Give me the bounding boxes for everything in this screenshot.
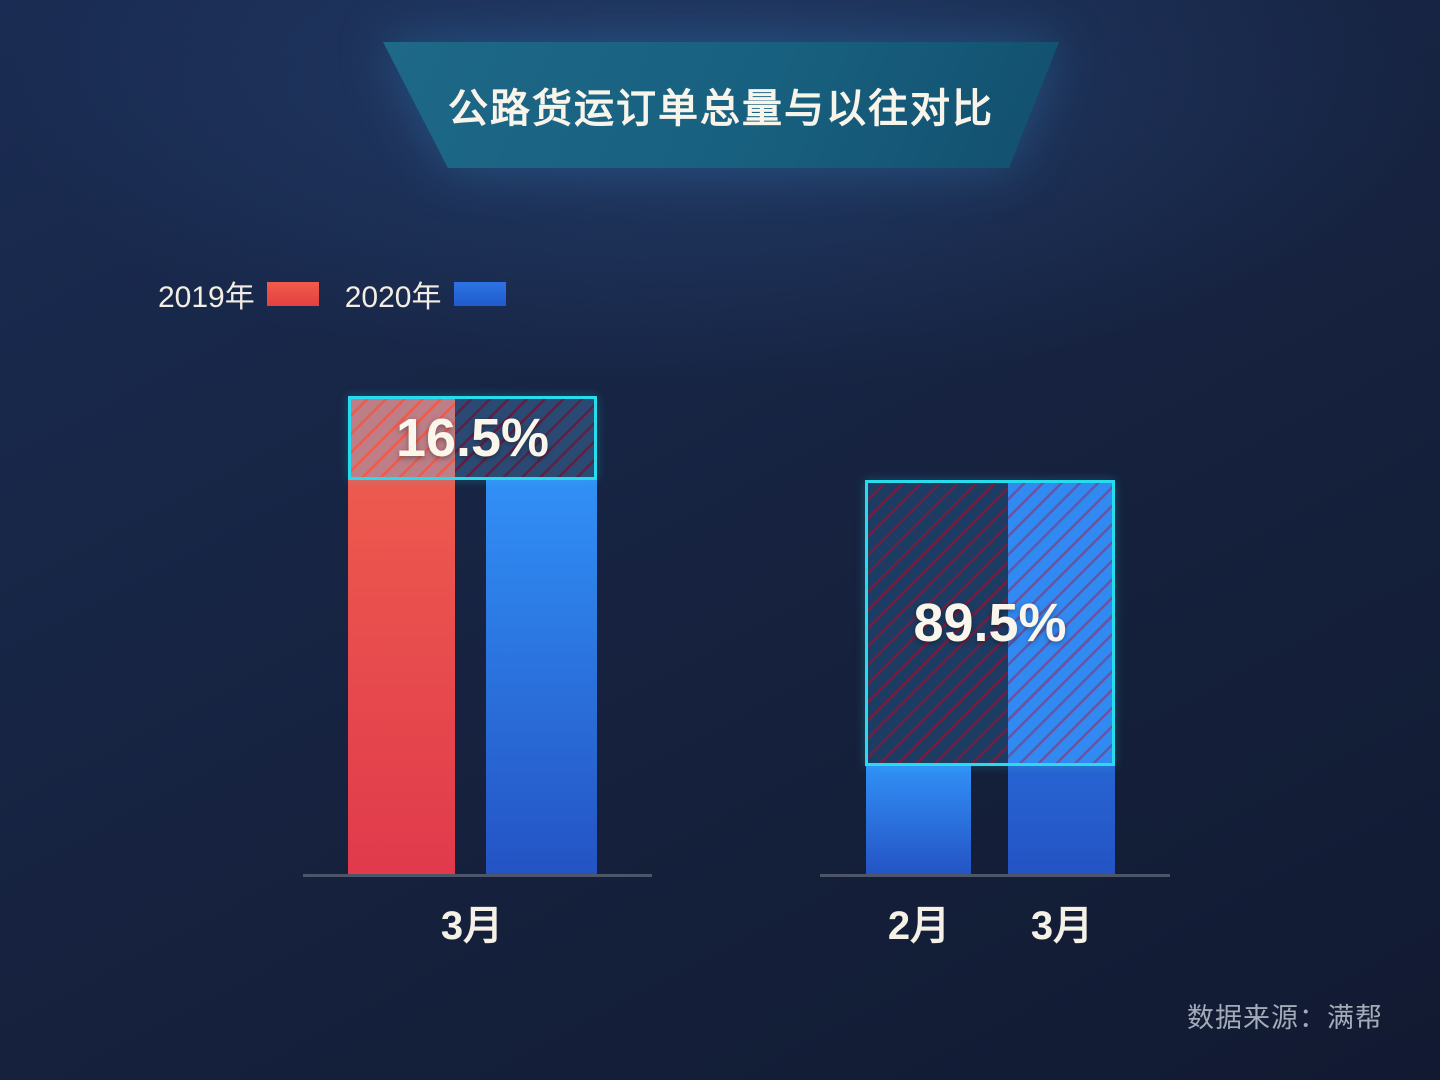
legend-label-2020: 2020年 [344,281,442,314]
x-label-march-left: 3月 [440,904,504,948]
x-axis-line-right [820,874,1170,877]
legend-swatch-2019 [266,282,319,306]
diff-box-mom: 89.5% [865,480,1115,766]
page-title: 公路货运订单总量与以往对比 [448,87,994,131]
bar-2020-feb [866,766,971,875]
diff-box-mom-blue-section [1008,483,1112,763]
bar-2020-march-left [486,480,597,875]
data-source-note: 数据来源：满帮 [1187,1003,1383,1033]
x-label-feb: 2月 [887,904,951,948]
legend-label-2019: 2019年 [158,281,255,314]
diff-box-yoy-dark-section [455,399,594,477]
mom-change-value: 89.5% [913,593,1067,653]
yoy-change-value: 16.5% [395,408,550,468]
diff-box-yoy-red-section [351,399,455,477]
x-label-march-right: 3月 [1030,904,1094,948]
x-axis-line-left [303,874,652,877]
title-banner-shape: 公路货运订单总量与以往对比 [383,42,1059,168]
legend: 2019年 2020年 [158,272,506,316]
legend-swatch-2020 [453,282,506,306]
title-banner: 公路货运订单总量与以往对比 [383,42,1059,168]
diff-box-mom-dark-section [868,483,1008,763]
diff-box-yoy: 16.5% [348,396,597,480]
